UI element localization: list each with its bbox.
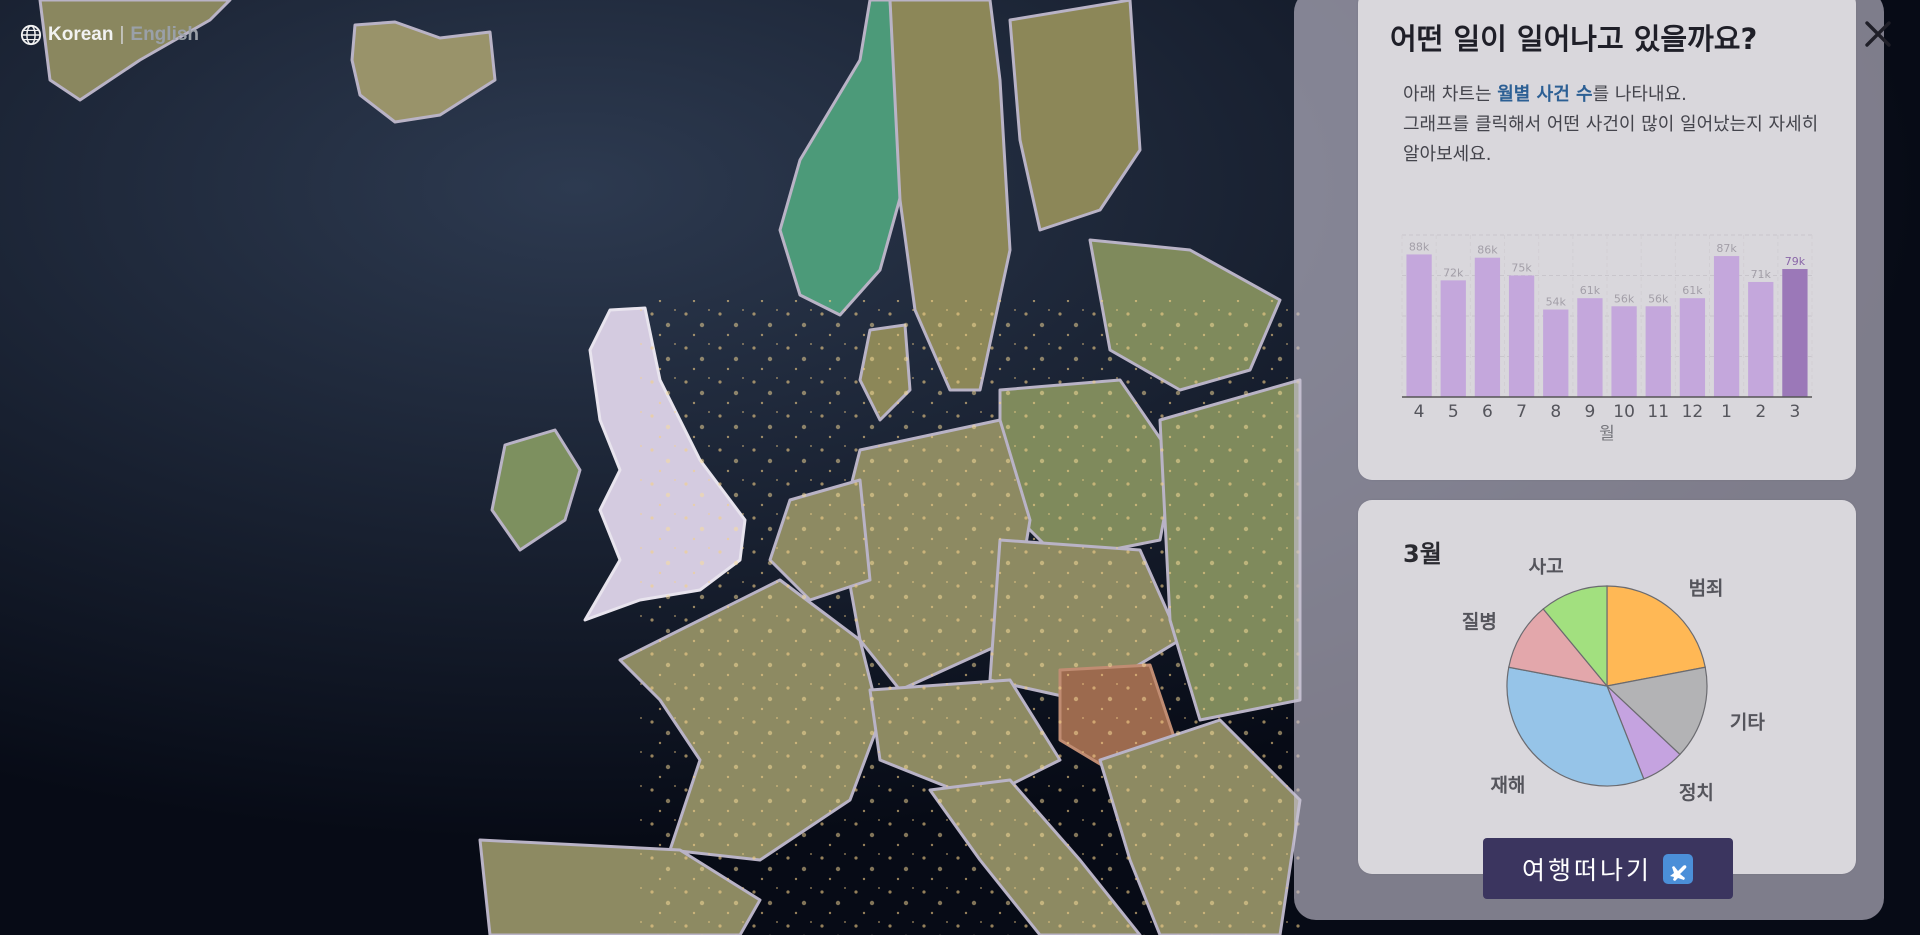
- pie-slice-label: 사고: [1529, 558, 1564, 578]
- bar-data-label: 61k: [1682, 284, 1703, 297]
- city-lights: [640, 300, 1300, 935]
- globe-icon: [20, 24, 42, 46]
- bar-data-label: 75k: [1511, 262, 1532, 275]
- intro-line-2: 그래프를 클릭해서 어떤 사건이 많이 일어났는지 자세히 알아보세요.: [1403, 114, 1819, 165]
- x-tick-label: 11: [1647, 402, 1669, 422]
- travel-button-label: 여행떠나기: [1521, 855, 1652, 885]
- language-separator: |: [119, 24, 125, 45]
- pie-slice-label: 재해: [1490, 775, 1525, 797]
- bar[interactable]: [1713, 256, 1740, 397]
- bar-data-label: 56k: [1648, 292, 1669, 305]
- x-axis-label: 월: [1599, 424, 1615, 444]
- bar[interactable]: [1508, 275, 1535, 398]
- pie-slice-label: 질병: [1462, 611, 1497, 633]
- intro-text-after: 를 나타내요.: [1592, 84, 1687, 105]
- bar[interactable]: [1679, 298, 1706, 397]
- x-tick-label: 12: [1682, 402, 1704, 422]
- bar-data-label: 71k: [1751, 268, 1772, 281]
- pie-slice-label: 기타: [1730, 712, 1765, 734]
- country-greenland[interactable]: [38, 0, 232, 102]
- panel-intro: 아래 차트는 월별 사건 수를 나타내요. 그래프를 클릭해서 어떤 사건이 많…: [1403, 80, 1823, 170]
- country-finland[interactable]: [1008, 0, 1142, 232]
- x-tick-label: 5: [1448, 402, 1459, 422]
- bar-chart-card: [1358, 0, 1856, 480]
- bar-data-label: 61k: [1580, 284, 1601, 297]
- bar-data-label: 54k: [1546, 296, 1567, 309]
- x-tick-label: 6: [1482, 402, 1493, 422]
- travel-button[interactable]: 여행떠나기: [1483, 838, 1733, 899]
- x-tick-label: 9: [1585, 402, 1596, 422]
- bar-data-label: 86k: [1477, 244, 1498, 257]
- bar-data-label: 88k: [1409, 240, 1430, 253]
- pie-slice-label: 범죄: [1689, 577, 1724, 599]
- monthly-bar-chart[interactable]: 88k472k586k675k754k861k956k1056k1161k128…: [1390, 225, 1820, 450]
- bar[interactable]: [1577, 298, 1603, 397]
- bar[interactable]: [1611, 306, 1637, 397]
- bar[interactable]: [1645, 306, 1671, 397]
- intro-highlight: 월별 사건 수: [1497, 84, 1593, 105]
- x-tick-label: 1: [1721, 402, 1732, 422]
- intro-text-before: 아래 차트는: [1403, 84, 1498, 105]
- x-tick-label: 2: [1755, 402, 1766, 422]
- x-tick-label: 3: [1790, 402, 1801, 422]
- close-icon[interactable]: [1860, 16, 1896, 52]
- pie-chart-title: 3월: [1403, 540, 1442, 568]
- bar[interactable]: [1543, 309, 1569, 397]
- language-english[interactable]: English: [130, 24, 200, 45]
- bar-data-label: 56k: [1614, 292, 1635, 305]
- bar[interactable]: [1440, 280, 1466, 397]
- language-switch: Korean | English: [20, 24, 199, 46]
- pie-slice[interactable]: [1508, 608, 1609, 687]
- x-tick-label: 10: [1613, 402, 1635, 422]
- airplane-icon: [1663, 853, 1693, 884]
- bar[interactable]: [1782, 269, 1808, 397]
- language-korean[interactable]: Korean: [48, 24, 114, 45]
- bar[interactable]: [1406, 254, 1432, 397]
- country-ireland[interactable]: [490, 428, 582, 552]
- bar-data-label: 87k: [1716, 242, 1737, 255]
- x-tick-label: 7: [1516, 402, 1527, 422]
- pie-slice-label: 정치: [1679, 782, 1714, 804]
- pie-slice[interactable]: [1605, 666, 1708, 756]
- pie-slice[interactable]: [1542, 585, 1608, 688]
- bar[interactable]: [1474, 257, 1501, 397]
- bar-data-label: 79k: [1785, 255, 1806, 268]
- country-iceland[interactable]: [350, 20, 497, 124]
- x-tick-label: 8: [1550, 402, 1561, 422]
- x-tick-label: 4: [1414, 402, 1425, 422]
- bar-grid: [1401, 234, 1813, 398]
- bar[interactable]: [1748, 281, 1774, 397]
- pie-slice[interactable]: [1506, 666, 1645, 787]
- panel-title: 어떤 일이 일어나고 있을까요?: [1390, 22, 1758, 56]
- bar-data-label: 72k: [1443, 266, 1464, 279]
- pie-slice[interactable]: [1606, 585, 1706, 687]
